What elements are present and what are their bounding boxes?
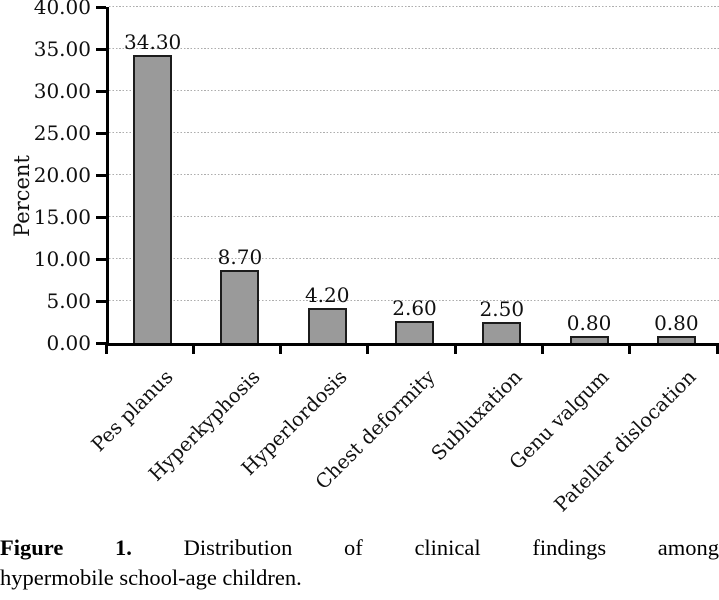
bar (482, 322, 522, 343)
x-category-label: Hyperkyphosis (144, 365, 265, 486)
y-axis-tick-label: 5.00 (46, 289, 91, 313)
y-axis-tick (96, 47, 106, 51)
y-axis-tick (96, 89, 106, 93)
y-axis-tick (96, 5, 106, 9)
gridline (109, 132, 719, 134)
bar-value-label: 0.80 (654, 311, 699, 336)
bar (569, 336, 609, 343)
gridline (109, 6, 719, 8)
y-axis-tick (96, 299, 106, 303)
bar (656, 336, 696, 343)
bar (220, 269, 260, 343)
gridline (109, 258, 719, 260)
y-axis-tick-label: 40.00 (33, 0, 91, 19)
bar-value-label: 34.30 (124, 29, 182, 54)
bar (307, 307, 347, 343)
gridline (109, 48, 719, 50)
figure-caption-text: Distribution of clinical findings among (183, 535, 719, 560)
x-category-label: Pes planus (86, 365, 178, 457)
bar-value-label: 2.50 (479, 297, 525, 321)
y-axis-tick-label: 0.00 (46, 331, 91, 355)
y-axis-tick-label: 10.00 (33, 247, 91, 271)
gridline (109, 300, 719, 302)
y-axis-tick-label: 20.00 (33, 163, 91, 187)
gridline (109, 174, 719, 176)
y-axis-tick (96, 131, 106, 135)
bar (395, 321, 434, 343)
figure-caption-line1: Figure 1. Distribution of clinical findi… (0, 533, 719, 563)
y-axis-tick-label: 15.00 (33, 205, 91, 229)
y-axis-tick (96, 173, 106, 177)
x-category-label: Chest deformity (310, 365, 440, 494)
x-category-label: Patellar dislocation (549, 365, 701, 517)
y-axis-tick (96, 257, 106, 261)
gridline (109, 216, 719, 218)
bar (133, 54, 173, 343)
y-axis-tick (96, 341, 106, 345)
x-axis-tick (453, 344, 457, 354)
figure-caption-line2: hypermobile school-age children. (0, 565, 302, 590)
gridline (109, 90, 719, 92)
x-axis-tick (715, 344, 719, 354)
y-axis-tick (96, 215, 106, 219)
bar-value-label: 4.20 (304, 282, 350, 307)
x-category-label: Subluxation (426, 365, 527, 466)
bar-value-label: 0.80 (566, 311, 612, 336)
x-axis-tick (279, 344, 283, 354)
x-axis-tick (540, 344, 544, 354)
y-axis-tick-label: 30.00 (33, 79, 91, 103)
chart-plot-area: 34.30 8.70 4.20 2.60 2.50 0.80 0.80 (106, 6, 719, 346)
x-axis-tick (628, 344, 632, 354)
x-category-label: Genu valgum (504, 365, 614, 475)
figure-caption: Figure 1. Distribution of clinical findi… (0, 533, 719, 593)
bar-value-label: 8.70 (217, 244, 263, 269)
y-axis-tick-label: 25.00 (33, 121, 91, 145)
bar-value-label: 2.60 (392, 296, 437, 321)
y-axis-tick-label: 35.00 (33, 37, 91, 61)
x-axis-tick (104, 344, 108, 354)
x-axis-tick (366, 344, 370, 354)
x-category-label: Hyperlordosis (237, 365, 352, 480)
figure-caption-number: Figure 1. (0, 535, 132, 560)
x-axis-tick (191, 344, 195, 354)
